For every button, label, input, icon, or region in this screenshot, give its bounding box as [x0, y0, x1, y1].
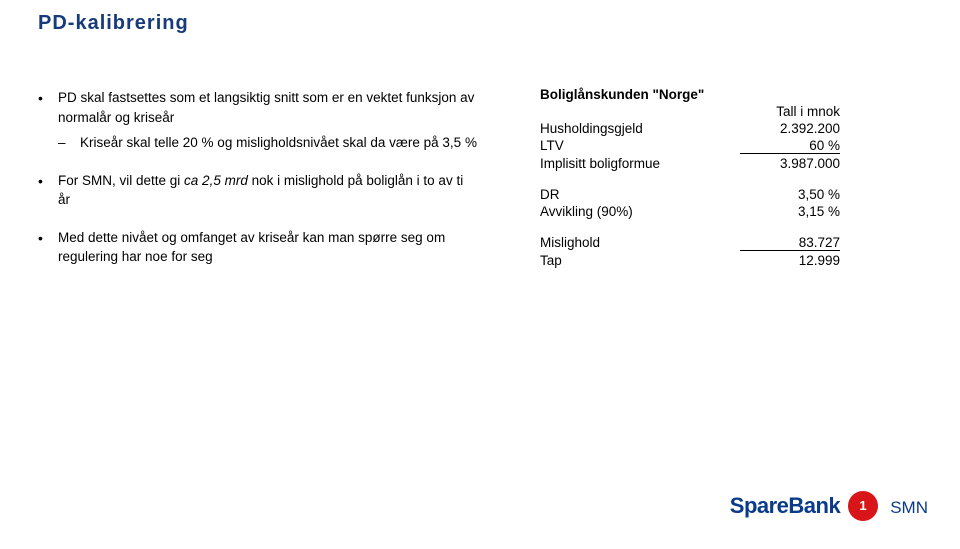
table-row: Mislighold 83.727	[540, 234, 840, 252]
row-value: 2.392.200	[740, 121, 840, 136]
bullet-2: For SMN, vil dette gi ca 2,5 mrd nok i m…	[38, 171, 478, 210]
table-unit: Tall i mnok	[740, 104, 840, 119]
row-value: 3.987.000	[740, 156, 840, 171]
table-row: Tap 12.999	[540, 252, 840, 269]
table-header-row: Boliglånskunden "Norge"	[540, 86, 840, 103]
brand-sub: SMN	[890, 498, 928, 517]
bullet-2-pre: For SMN, vil dette gi	[58, 173, 184, 188]
table-header: Boliglånskunden "Norge"	[540, 87, 740, 102]
table-unit-row: Tall i mnok	[540, 103, 840, 120]
table-blank	[740, 87, 840, 102]
page-title: PD-kalibrering	[38, 12, 189, 35]
table-row: Husholdingsgjeld 2.392.200	[540, 120, 840, 137]
row-value: 3,15 %	[740, 204, 840, 219]
row-label: Implisitt boligformue	[540, 156, 740, 171]
brand-logo-text: SpareBank	[730, 493, 840, 519]
brand-name: SpareBank	[730, 493, 840, 518]
bullet-1: PD skal fastsettes som et langsiktig sni…	[38, 88, 478, 153]
row-label: Avvikling (90%)	[540, 204, 740, 219]
bullet-1-sub-1: Kriseår skal telle 20 % og misligholdsni…	[58, 133, 478, 153]
row-label: LTV	[540, 138, 740, 154]
table-row: Avvikling (90%) 3,15 %	[540, 203, 840, 220]
row-value: 83.727	[740, 235, 840, 251]
svg-text:1: 1	[860, 498, 867, 513]
bullet-1-text: PD skal fastsettes som et langsiktig sni…	[58, 90, 474, 125]
data-table: Boliglånskunden "Norge" Tall i mnok Hush…	[540, 86, 840, 269]
row-value: 12.999	[740, 253, 840, 268]
bullet-list-region: PD skal fastsettes som et langsiktig sni…	[38, 88, 478, 285]
bullet-3: Med dette nivået og omfanget av kriseår …	[38, 228, 478, 267]
table-row: LTV 60 %	[540, 137, 840, 155]
table-row: DR 3,50 %	[540, 186, 840, 203]
row-label: DR	[540, 187, 740, 202]
table-row: Implisitt boligformue 3.987.000	[540, 155, 840, 172]
row-value: 60 %	[740, 138, 840, 154]
row-label: Tap	[540, 253, 740, 268]
row-label: Mislighold	[540, 235, 740, 251]
brand-badge-icon: 1	[848, 491, 878, 521]
bullet-2-italic: ca 2,5 mrd	[184, 173, 248, 188]
row-value: 3,50 %	[740, 187, 840, 202]
brand-logo: SpareBank 1 SMN	[730, 491, 928, 521]
row-label: Husholdingsgjeld	[540, 121, 740, 136]
table-unit-blank	[540, 104, 740, 119]
